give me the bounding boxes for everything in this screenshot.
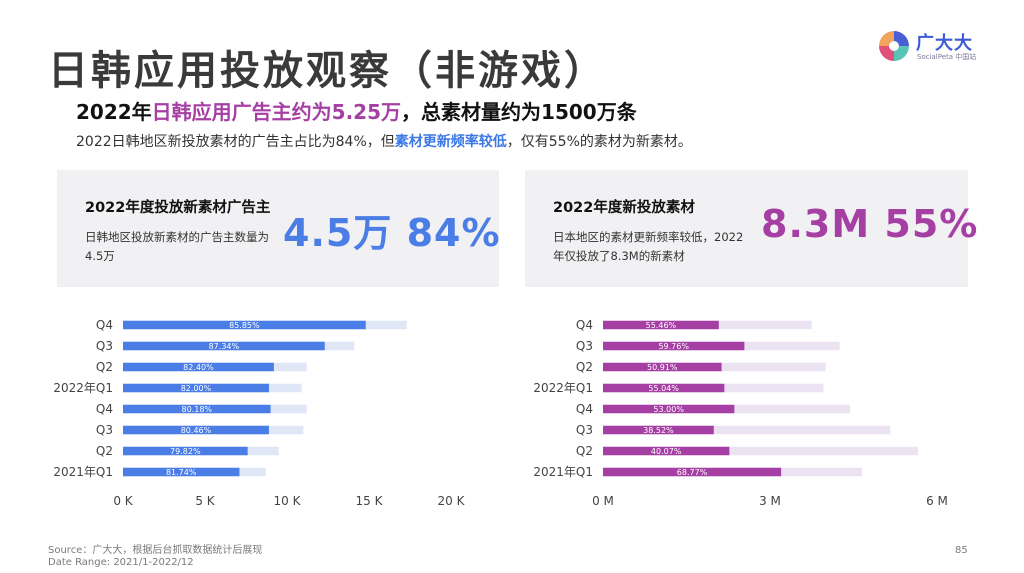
x-tick-label: 6 M	[926, 494, 948, 508]
new-bar	[603, 362, 722, 372]
page-title: 日韩应用投放观察（非游戏）	[48, 48, 607, 94]
y-tick-label: Q4	[96, 318, 113, 332]
y-tick-label: Q3	[96, 423, 113, 437]
headline-suffix: ，总素材量约为1500万条	[401, 100, 637, 124]
new-bar	[123, 362, 274, 372]
card-description: 日本地区的素材更新频率较低，2022年仅投放了8.3M的新素材	[553, 230, 744, 263]
y-tick-label: Q2	[96, 444, 113, 458]
card-value-percent: 55%	[884, 202, 979, 246]
new-bar	[603, 320, 719, 330]
summary-suffix: ，仅有55%的素材为新素材。	[506, 134, 692, 150]
x-tick-label: 5 K	[195, 494, 215, 508]
y-tick-label: Q3	[576, 339, 593, 353]
advertiser-bar-chart: Q4 85.85% Q3 87.34% Q2 82.40% 2022年Q1 82.00% Q4 8…	[53, 318, 466, 508]
data-label: 81.74%	[166, 468, 197, 477]
data-label: 50.91%	[647, 363, 678, 372]
card-big-value: 8.3M 55%	[761, 202, 978, 246]
new-bar	[123, 467, 240, 477]
creative-bar-chart: Q4 55.46% Q3 59.76% Q2 50.91% 2022年Q1 55.04% Q4 5…	[533, 318, 948, 508]
card-value-count: 8.3M	[761, 202, 871, 246]
y-tick-label: Q2	[576, 444, 593, 458]
data-label: 82.00%	[181, 384, 212, 393]
data-label: 85.85%	[229, 321, 260, 330]
new-bar	[123, 383, 269, 393]
date-range-note: Date Range: 2021/1-2022/12	[48, 557, 194, 568]
x-tick-label: 10 K	[274, 494, 302, 508]
x-tick-label: 0 K	[113, 494, 133, 508]
y-tick-label: Q3	[576, 423, 593, 437]
page-number: 85	[955, 545, 968, 556]
data-label: 55.46%	[646, 321, 677, 330]
y-tick-label: 2022年Q1	[53, 381, 113, 395]
y-tick-label: 2021年Q1	[533, 465, 593, 479]
y-tick-label: Q4	[96, 402, 113, 416]
y-tick-label: Q2	[96, 360, 113, 374]
new-bar	[603, 425, 714, 435]
data-label: 80.46%	[181, 426, 212, 435]
logo-subname: SocialPeta 中国站	[917, 53, 977, 61]
y-tick-label: 2022年Q1	[533, 381, 593, 395]
source-note: Source：广大大，根据后台抓取数据统计后展现	[48, 545, 263, 556]
card-title: 2022年度投放新素材广告主	[85, 200, 271, 216]
data-label: 55.04%	[648, 384, 679, 393]
footer-source: Source：广大大，根据后台抓取数据统计后展现 Date Range: 202…	[48, 545, 262, 569]
total-bar	[603, 425, 891, 435]
summary-prefix: 2022日韩地区新投放素材的广告主占比为84%，但	[76, 134, 395, 150]
summary-highlight: 素材更新频率较低	[394, 134, 507, 150]
data-label: 68.77%	[677, 468, 708, 477]
data-label: 38.52%	[643, 426, 674, 435]
advertiser-stat-card: 2022年度投放新素材广告主 日韩地区投放新素材的广告主数量为4.5万 4.5万…	[57, 170, 501, 287]
y-tick-label: Q2	[576, 360, 593, 374]
summary-text: 2022日韩地区新投放素材的广告主占比为84%，但素材更新频率较低，仅有55%的…	[76, 131, 692, 151]
brand-logo: 广大大 SocialPeta 中国站	[878, 30, 988, 64]
logo-name: 广大大	[916, 33, 973, 54]
total-bar	[603, 446, 919, 456]
headline-prefix: 2022年	[76, 100, 152, 124]
new-bar	[123, 320, 366, 330]
card-value-percent: 84%	[406, 211, 501, 255]
y-tick-label: 2021年Q1	[53, 465, 113, 479]
card-big-value: 4.5万 84%	[283, 202, 501, 257]
data-label: 53.00%	[653, 405, 684, 414]
y-tick-label: Q4	[576, 318, 593, 332]
data-label: 40.07%	[651, 447, 682, 456]
new-bar	[603, 383, 725, 393]
card-description: 日韩地区投放新素材的广告主数量为4.5万	[85, 230, 269, 263]
y-tick-label: Q3	[96, 339, 113, 353]
x-tick-label: 20 K	[438, 494, 466, 508]
data-label: 59.76%	[658, 342, 689, 351]
headline-highlight: 日韩应用广告主约为5.25万	[151, 100, 402, 124]
data-label: 87.34%	[209, 342, 240, 351]
new-bar	[603, 446, 730, 456]
x-tick-label: 3 M	[759, 494, 781, 508]
new-bar	[603, 467, 782, 477]
card-title: 2022年度新投放素材	[553, 200, 695, 216]
logo-mark-icon	[879, 31, 909, 61]
new-bar	[123, 425, 269, 435]
data-label: 79.82%	[170, 447, 201, 456]
x-tick-label: 0 M	[592, 494, 614, 508]
new-bar	[123, 446, 248, 456]
y-tick-label: Q4	[576, 402, 593, 416]
creative-stat-card: 2022年度新投放素材 日本地区的素材更新频率较低，2022年仅投放了8.3M的…	[525, 170, 977, 287]
new-bar	[603, 341, 745, 351]
data-label: 82.40%	[183, 363, 214, 372]
new-bar	[603, 404, 735, 414]
new-bar	[123, 341, 325, 351]
x-tick-label: 15 K	[356, 494, 384, 508]
headline: 2022年日韩应用广告主约为5.25万，总素材量约为1500万条	[76, 96, 637, 125]
card-value-count: 4.5万	[283, 211, 393, 255]
data-label: 80.18%	[182, 405, 213, 414]
new-bar	[123, 404, 271, 414]
